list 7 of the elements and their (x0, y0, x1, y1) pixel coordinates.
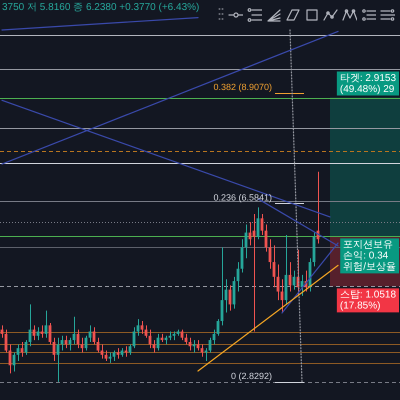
ref-line-label: 0.382 (8.9070) (213, 82, 272, 92)
annotation: 포지션보유 손익: 0.34 위험/보상율 (343, 240, 396, 273)
ref-line-label: 0 (2.8292) (230, 370, 272, 381)
band-label: 타겟: 2.9153 (49.48%) 29 (340, 72, 396, 95)
ref-line-label: 0.236 (6.5841) (213, 192, 272, 202)
band-label: 스탑: 1.0518 (17.85%) (340, 290, 396, 312)
annotation: 3750 저 5.8160 종 6.2380 +0.3770 (+6.43%) (2, 2, 200, 14)
